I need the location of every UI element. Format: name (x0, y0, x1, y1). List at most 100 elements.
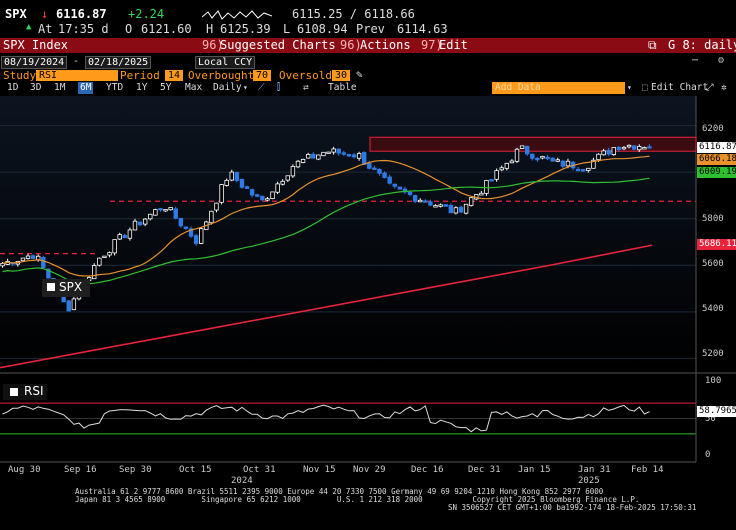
rsi-tick-100: 100 (705, 376, 722, 386)
oversold-input[interactable]: 30 (332, 70, 351, 81)
period-input[interactable]: 14 (165, 70, 184, 81)
series-swatch (47, 283, 55, 291)
range-max[interactable]: Max (185, 82, 203, 93)
add-data-input[interactable]: Add Data (492, 82, 625, 94)
overbought-input[interactable]: 70 (253, 70, 272, 81)
ma-slow-tag: 5686.11 (697, 239, 736, 250)
candle-body (499, 167, 504, 171)
frequency-select[interactable]: Daily (213, 82, 242, 93)
function-bar: SPX Index 96) Suggested Charts 96) Actio… (0, 38, 736, 53)
candle-body (244, 186, 250, 189)
security-name[interactable]: SPX Index (3, 38, 69, 52)
candle-body (438, 204, 443, 207)
quote-header: SPX ↓ 6116.87 +2.24 6115.25 / 6118.66 ▲ … (0, 0, 736, 38)
add-data-placeholder: Add Data (495, 82, 541, 93)
actions-menu[interactable]: Actions (360, 38, 411, 52)
candle-body (173, 208, 178, 219)
candle-body (341, 152, 347, 155)
range-1d[interactable]: 1D (7, 82, 19, 93)
table-button[interactable]: Table (328, 82, 357, 93)
open-value: 6121.60 (141, 22, 192, 36)
candle-body (331, 148, 336, 153)
candle-body (188, 228, 194, 237)
candle-body (387, 176, 392, 184)
candle-body (20, 257, 26, 262)
candle-body (158, 208, 163, 211)
candle-body (336, 148, 341, 154)
chart-settings-icon[interactable]: ✲ (721, 82, 727, 93)
suggested-charts-menu[interactable]: Suggested Charts (220, 38, 336, 52)
compare-icon[interactable]: ⇄ (303, 82, 309, 93)
candle-icon[interactable]: ⫿ (277, 82, 281, 93)
y-tick-5800: 5800 (702, 214, 724, 224)
candle-body (66, 300, 71, 312)
rsi-tick-0: 0 (705, 450, 711, 460)
x-tick-nov29: Nov 29 (353, 465, 386, 475)
edit-pencil-icon[interactable]: ✎ (356, 68, 363, 81)
resistance-zone (369, 136, 697, 152)
candle-body (428, 201, 433, 206)
actions-num: 96) (340, 38, 362, 52)
candle-body (443, 204, 448, 207)
candle-body (46, 268, 51, 279)
edit-chart-button[interactable]: Edit Chart (651, 82, 709, 93)
edit-menu[interactable]: Edit (439, 38, 468, 52)
start-date-input[interactable]: 08/19/2024 (1, 56, 68, 69)
candle-body (591, 159, 596, 169)
candle-body (0, 263, 5, 267)
x-tick-nov15: Nov 15 (303, 465, 336, 475)
last-price: 6116.87 (56, 7, 107, 21)
range-1m[interactable]: 1M (54, 82, 66, 93)
candle-body (601, 150, 606, 156)
candle-body (560, 160, 566, 167)
series-legend: SPX (42, 279, 90, 297)
quote-time: 17:35 d (58, 22, 109, 36)
x-tick-sep16: Sep 16 (64, 465, 97, 475)
y-tick-5200: 5200 (702, 349, 724, 359)
edit-chart-icon[interactable]: ⬚ (642, 82, 648, 93)
candle-body (448, 204, 453, 214)
at-label: At (38, 22, 53, 36)
rsi-value-tag: 58.7965 (697, 406, 736, 417)
candle-body (300, 159, 306, 163)
x-tick-feb14: Feb 14 (631, 465, 664, 475)
candle-body (178, 217, 184, 227)
range-1y[interactable]: 1Y (136, 82, 148, 93)
footer-line-3: SN 3506527 CET GMT+1:00 ba1992-174 18-Fe… (448, 503, 697, 512)
candle-body (97, 257, 102, 266)
export-icon[interactable]: ⧉ (648, 38, 657, 52)
x-tick-oct31: Oct 31 (243, 465, 276, 475)
candle-body (356, 153, 362, 159)
candle-body (71, 298, 77, 311)
currency-select[interactable]: Local CCY (195, 56, 255, 69)
x-tick-aug30: Aug 30 (8, 465, 41, 475)
prev-label: Prev (356, 22, 385, 36)
x-tick-dec31: Dec 31 (468, 465, 501, 475)
chevron-down-icon[interactable]: ▾ (243, 83, 248, 92)
range-5y[interactable]: 5Y (160, 82, 172, 93)
range-6m[interactable]: 6M (78, 82, 94, 94)
candle-body (586, 167, 591, 171)
maximize-icon[interactable]: ⤢ (706, 82, 714, 93)
chevron-down-icon[interactable]: ▾ (627, 83, 632, 92)
candle-body (36, 255, 41, 261)
range-3d[interactable]: 3D (30, 82, 42, 93)
range-ytd[interactable]: YTD (106, 82, 124, 93)
line-type-icon[interactable]: ⟋ (258, 82, 265, 93)
candle-body (489, 179, 494, 182)
study-select[interactable]: RSI (36, 70, 118, 81)
end-date-input[interactable]: 02/18/2025 (85, 56, 152, 69)
more-icon[interactable]: ⋯ (692, 55, 699, 66)
candle-body (255, 194, 260, 197)
candle-body (362, 152, 367, 165)
overbought-label: Overbought (188, 69, 255, 82)
candle-body (519, 145, 525, 149)
settings-icon[interactable]: ⚙ (718, 55, 725, 66)
candle-body (631, 145, 637, 150)
x-tick-jan15: Jan 15 (518, 465, 551, 475)
candle-body (377, 168, 382, 174)
candle-body (351, 154, 357, 158)
candle-body (407, 191, 413, 195)
candle-body (132, 220, 138, 231)
